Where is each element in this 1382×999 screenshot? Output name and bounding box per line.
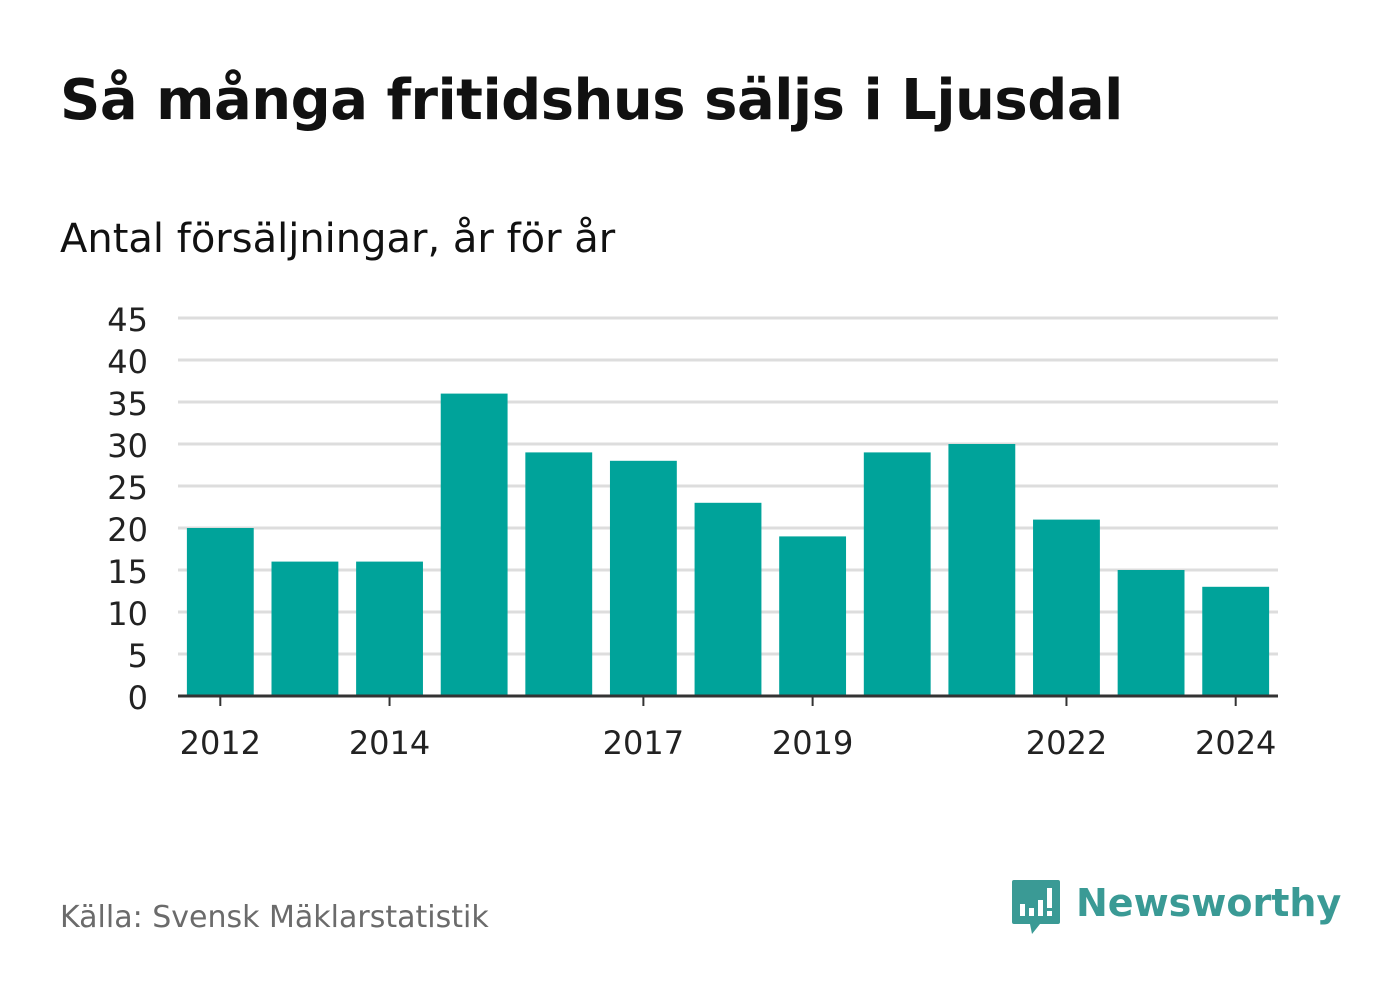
y-tick-label: 20 [107,511,148,549]
brand-name: Newsworthy [1076,881,1342,925]
y-tick-label: 45 [107,301,148,339]
x-tick-label: 2012 [180,724,261,762]
bar-2013 [271,561,339,696]
y-tick-label: 5 [128,637,148,675]
y-axis-ticks: 0 5 10 15 20 25 30 35 40 45 [107,301,148,717]
bars [186,393,1270,696]
newsworthy-logo-icon [1012,880,1060,934]
bar-2019 [779,536,847,696]
x-tick-label: 2022 [1026,724,1107,762]
bar-2016 [525,452,593,696]
y-tick-label: 25 [107,469,148,507]
y-tick-label: 40 [107,343,148,381]
bar-2024 [1202,586,1270,696]
x-tick-label: 2014 [349,724,430,762]
y-tick-label: 35 [107,385,148,423]
y-tick-label: 30 [107,427,148,465]
chart-subtitle: Antal försäljningar, år för år [60,216,616,262]
x-tick-label: 2019 [772,724,853,762]
bar-2018 [694,502,762,696]
brand-logo: Newsworthy [1010,878,1341,942]
x-axis-ticks: 2012 2014 2017 2019 2022 2024 [180,696,1276,762]
bar-2022 [1033,519,1100,696]
bar-2021 [948,444,1016,696]
bar-2014 [356,561,423,696]
y-tick-label: 10 [107,595,148,633]
y-tick-label: 0 [128,679,148,717]
x-tick-label: 2017 [603,724,684,762]
bar-2017 [609,460,677,696]
bar-2015 [440,393,508,696]
bar-2020 [863,452,931,696]
y-tick-label: 15 [107,553,148,591]
chart-title: Så många fritidshus säljs i Ljusdal [60,68,1123,133]
bar-2012 [186,528,254,696]
source-note: Källa: Svensk Mäklarstatistik [60,900,489,935]
bar-2023 [1117,570,1185,696]
x-tick-label: 2024 [1195,724,1276,762]
